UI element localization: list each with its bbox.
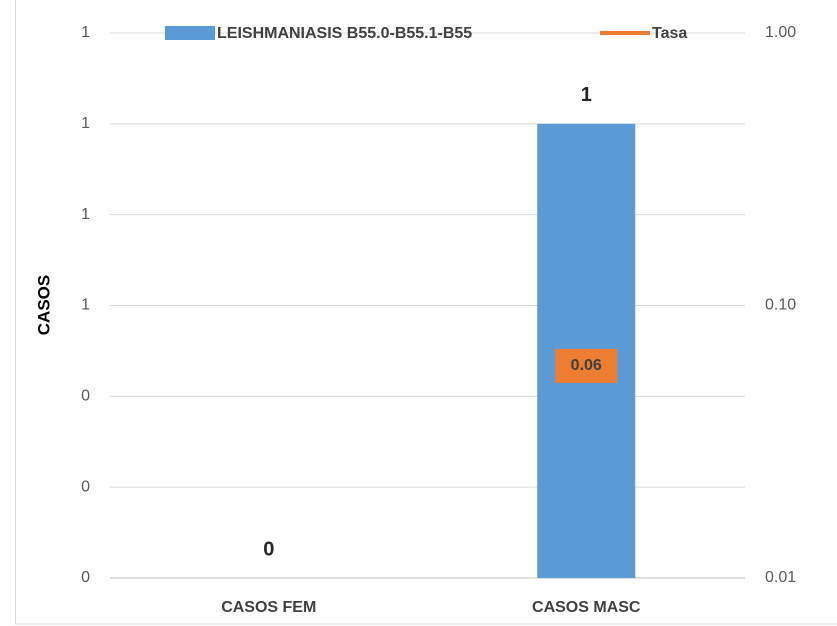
y2-tick-label: 0.10: [765, 297, 796, 314]
data-label: 0: [263, 538, 274, 560]
y-tick-label: 0: [81, 478, 90, 495]
y-tick-label: 0: [81, 388, 90, 405]
y-tick-label: 1: [81, 24, 90, 41]
legend-label: Tasa: [652, 25, 687, 42]
chart-frame: [15, 0, 837, 625]
data-label-box: [555, 348, 618, 383]
data-label: 0.06: [571, 357, 602, 374]
y-tick-label: 1: [81, 297, 90, 314]
y-tick-label: 1: [81, 115, 90, 132]
y-axis-title: CASOS: [34, 275, 53, 335]
y-tick-label: 0: [81, 569, 90, 586]
y-tick-label: 1: [81, 206, 90, 223]
y2-tick-label: 0.01: [765, 569, 796, 586]
y2-tick-label: 1.00: [765, 24, 796, 41]
x-tick-label: CASOS FEM: [221, 599, 316, 616]
legend-swatch: [165, 26, 215, 40]
x-tick-label: CASOS MASC: [532, 599, 641, 616]
data-label: 1: [581, 84, 592, 106]
legend-label: LEISHMANIASIS B55.0-B55.1-B55: [217, 25, 472, 42]
